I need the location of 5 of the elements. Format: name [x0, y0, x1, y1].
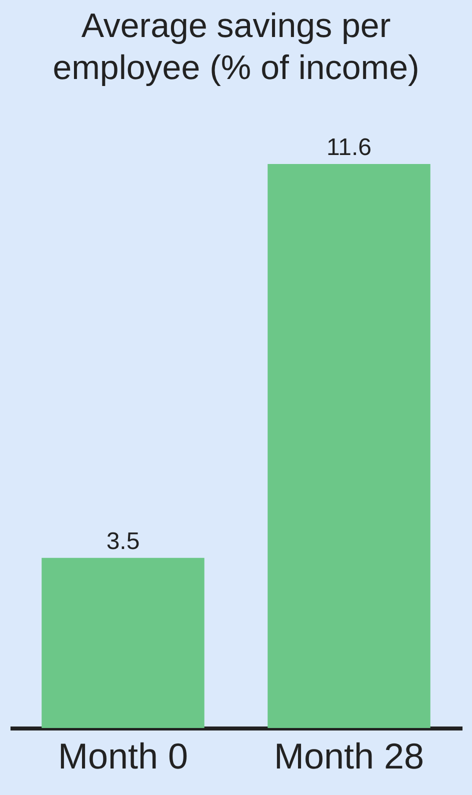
- x-tick-label: Month 0: [58, 736, 188, 776]
- data-label: 3.5: [106, 528, 140, 555]
- data-label: 11.6: [326, 134, 372, 161]
- chart-title: Average savings per employee (% of income): [52, 7, 420, 87]
- x-tick-label: Month 28: [274, 736, 424, 776]
